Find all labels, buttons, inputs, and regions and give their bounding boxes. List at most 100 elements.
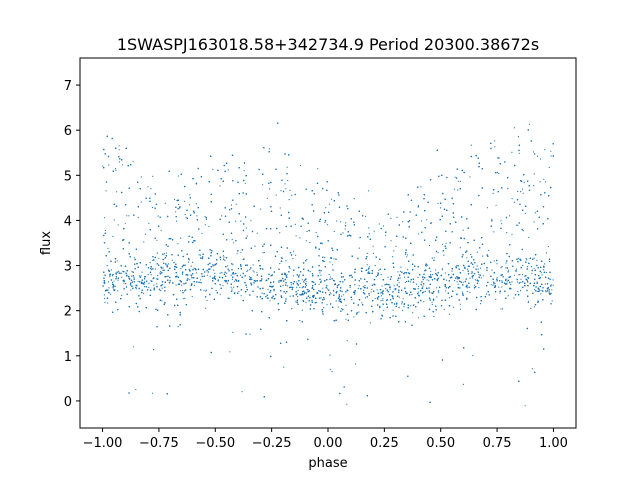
data-point xyxy=(113,219,115,221)
data-point xyxy=(110,269,112,271)
data-point xyxy=(324,257,326,259)
data-point xyxy=(326,304,328,306)
data-point xyxy=(106,265,108,267)
data-point xyxy=(532,151,535,153)
data-point xyxy=(297,289,299,292)
data-point xyxy=(382,299,384,302)
data-point xyxy=(516,224,518,226)
data-point xyxy=(104,301,106,303)
data-point xyxy=(244,182,246,184)
data-point xyxy=(190,274,192,276)
data-point xyxy=(400,266,402,268)
data-point xyxy=(333,290,335,292)
data-point xyxy=(227,265,229,267)
data-point xyxy=(252,264,254,266)
data-point xyxy=(187,261,189,263)
data-point xyxy=(500,220,502,222)
data-point xyxy=(506,232,508,234)
data-point xyxy=(291,194,293,196)
data-point xyxy=(393,250,395,252)
data-point xyxy=(448,297,451,299)
data-point xyxy=(241,391,243,393)
data-point xyxy=(266,197,268,199)
data-point xyxy=(336,285,338,287)
data-point xyxy=(126,275,128,277)
data-point xyxy=(132,160,134,163)
data-point xyxy=(547,245,550,248)
data-point xyxy=(496,263,498,265)
data-point xyxy=(212,168,214,170)
data-point xyxy=(535,285,537,287)
data-points xyxy=(102,122,554,407)
data-point xyxy=(423,301,425,303)
data-point xyxy=(261,292,263,294)
data-point xyxy=(232,331,234,333)
data-point xyxy=(417,317,420,319)
data-point xyxy=(159,272,161,274)
data-point xyxy=(473,266,475,268)
data-point xyxy=(187,278,189,280)
data-point xyxy=(454,280,456,282)
data-point xyxy=(299,319,301,322)
data-point xyxy=(383,309,385,311)
data-point xyxy=(485,293,488,295)
data-point xyxy=(390,240,392,242)
data-point xyxy=(371,288,373,290)
data-point xyxy=(435,269,437,271)
data-point xyxy=(543,269,545,271)
data-point xyxy=(151,269,153,271)
data-point xyxy=(222,285,224,287)
data-point xyxy=(433,257,435,259)
data-point xyxy=(295,254,297,256)
data-point xyxy=(385,287,387,290)
data-point xyxy=(206,274,208,276)
data-point xyxy=(534,212,537,214)
data-point xyxy=(353,316,355,318)
data-point xyxy=(306,230,308,233)
data-point xyxy=(543,178,545,180)
data-point xyxy=(491,218,493,220)
data-point xyxy=(420,220,423,222)
data-point xyxy=(406,292,409,294)
data-point xyxy=(441,269,444,271)
data-point xyxy=(117,279,119,281)
data-point xyxy=(131,275,133,277)
data-point xyxy=(135,288,137,290)
data-point xyxy=(439,207,442,209)
data-point xyxy=(219,185,221,187)
data-point xyxy=(380,274,382,276)
data-point xyxy=(256,232,258,234)
data-point xyxy=(409,281,411,283)
data-point xyxy=(430,270,432,272)
data-point xyxy=(161,287,163,289)
data-point xyxy=(150,280,152,282)
data-point xyxy=(476,265,478,267)
data-point xyxy=(333,230,335,233)
data-point xyxy=(534,288,536,290)
data-point xyxy=(544,283,546,285)
data-point xyxy=(347,290,349,292)
data-point xyxy=(122,164,124,166)
data-point xyxy=(452,306,455,308)
data-point xyxy=(301,309,303,311)
data-point xyxy=(355,363,357,365)
data-point xyxy=(417,291,419,293)
data-point xyxy=(150,188,152,190)
data-point xyxy=(315,247,317,249)
data-point xyxy=(472,277,474,279)
data-point xyxy=(461,291,463,293)
data-point xyxy=(436,273,438,276)
data-point xyxy=(374,265,376,267)
data-point xyxy=(522,230,524,232)
data-point xyxy=(177,175,179,177)
data-point xyxy=(402,309,404,312)
data-point xyxy=(236,253,238,255)
data-point xyxy=(177,326,179,328)
data-point xyxy=(469,291,471,294)
data-point xyxy=(245,227,247,229)
data-point xyxy=(114,168,117,170)
data-point xyxy=(188,204,191,206)
data-point xyxy=(156,278,158,280)
data-point xyxy=(204,216,206,218)
data-point xyxy=(382,225,384,227)
